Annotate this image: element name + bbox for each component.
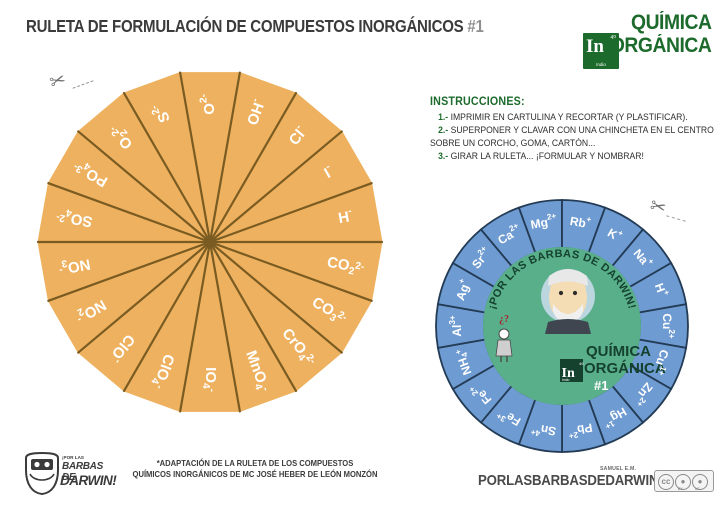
- instruction-number-2: 2.-: [438, 125, 449, 136]
- anion-spoke: [208, 240, 343, 354]
- cc-icon: cc: [658, 474, 674, 490]
- cc-nc-label: NC: [695, 487, 700, 491]
- creative-commons-badge: cc ● ● BY NC: [654, 470, 714, 492]
- anion-spoke: [179, 71, 212, 244]
- instruction-text-2: SUPERPONER Y CLAVAR CON UNA CHINCHETA EN…: [450, 125, 714, 136]
- instruction-item-3: 3.- GIRAR LA RULETA... ¡FORMULAR Y NOMBR…: [430, 150, 691, 163]
- darwin-logo-line1: ¡POR LAS: [62, 455, 84, 460]
- anion-wheel[interactable]: CO22- CO32- CrO42- MnO4- IO4- ClO4- ClO- NO2- NO…: [20, 52, 420, 452]
- anion-label: H-: [336, 205, 353, 227]
- anion-wheel-hub: [205, 237, 215, 247]
- anion-label: O2-: [198, 94, 218, 115]
- center-element-number: 49: [579, 361, 584, 366]
- anion-spoke: [208, 240, 373, 302]
- instruction-number-3: 3.-: [438, 151, 449, 162]
- center-element-symbol: In: [562, 366, 575, 381]
- cc-by-label: BY: [678, 487, 683, 491]
- scientist-icon: ¿?: [495, 314, 513, 362]
- center-brand-quimica: QUÍMICA: [586, 343, 651, 360]
- instructions-title: INSTRUCCIONES:: [430, 96, 525, 108]
- cation-label: Cu2+: [660, 313, 676, 339]
- cation-wheel[interactable]: ¡POR LAS BARBAS DE DARWIN! ¿? QUÍMICA ORGÁN…: [432, 196, 692, 456]
- anion-spoke: [208, 240, 298, 393]
- cc-by-icon: ●: [675, 474, 691, 490]
- brand-logo: 49 In Indio QUÍMICA ORGÁNICA: [583, 11, 712, 69]
- adaptation-note: *ADAPTACIÓN DE LA RULETA DE LOS COMPUEST…: [129, 458, 380, 480]
- anion-label: SO42-: [55, 205, 94, 230]
- website-url[interactable]: PORLASBARBASDEDARWIN.COM: [478, 472, 693, 489]
- anion-spoke: [208, 71, 241, 244]
- anion-label: CO22-: [325, 254, 365, 279]
- cation-label: Mg2+: [529, 211, 558, 231]
- instructions-block: INSTRUCCIONES: 1.- IMPRIMIR EN CARTULINA…: [430, 96, 720, 163]
- anion-wheel-svg[interactable]: CO22-CO32-CrO42-MnO4-IO4-ClO4-ClO-NO2-NO…: [20, 52, 420, 452]
- instruction-item-2: 2.- SUPERPONER Y CLAVAR CON UNA CHINCHET…: [430, 124, 714, 137]
- darwin-portrait-icon: [541, 269, 595, 334]
- anion-spoke: [179, 240, 212, 413]
- cation-label: Cu1+: [650, 348, 674, 377]
- anion-label: IO4-: [200, 367, 219, 392]
- cation-label: Ca2+: [494, 221, 524, 247]
- author-credit: SAMUEL E.M.: [600, 466, 637, 472]
- anion-spoke: [208, 182, 373, 244]
- center-number: #1: [594, 378, 608, 393]
- anion-spoke: [208, 130, 343, 244]
- cation-label: Ag+: [451, 277, 473, 302]
- page-title: RULETA DE FORMULACIÓN DE COMPUESTOS INOR…: [26, 16, 484, 37]
- brand-organica: ORGÁNICA: [609, 34, 711, 57]
- anion-spoke: [122, 91, 212, 244]
- anion-spoke: [122, 240, 212, 393]
- darwin-logo: ¡POR LAS BARBAS DE DARWIN!: [22, 451, 118, 498]
- element-name: Indio: [596, 62, 606, 67]
- element-box-in: 49 In Indio: [583, 33, 619, 69]
- center-element-name: Indio: [562, 378, 569, 382]
- anion-label: NO3-: [57, 253, 91, 277]
- darwin-face-icon: [25, 451, 59, 496]
- instruction-text-1: IMPRIMIR EN CARTULINA Y RECORTAR (Y PLAS…: [450, 112, 688, 123]
- brand-quimica: QUÍMICA: [630, 11, 712, 34]
- instruction-text-2-cont: SOBRE UN CORCHO, GOMA, CARTÓN...: [430, 138, 596, 149]
- cation-wheel-svg[interactable]: ¡POR LAS BARBAS DE DARWIN!¿?QUÍMICAORGÁN…: [432, 196, 692, 456]
- adaptation-line-2: QUÍMICOS INORGÁNICOS DE MC JOSÉ HEBER DE…: [132, 470, 378, 479]
- cation-label: Rb+: [569, 212, 592, 231]
- anion-spoke: [47, 240, 212, 302]
- cation-label: Hg1+: [600, 404, 630, 431]
- anion-label: S2-: [149, 101, 174, 126]
- anion-spoke: [77, 240, 212, 354]
- instruction-item-2-cont: SOBRE UN CORCHO, GOMA, CARTÓN...: [430, 137, 691, 150]
- cation-label: NH4+: [452, 346, 476, 377]
- cation-label: Pb2+: [567, 420, 594, 440]
- cation-label: Al3+: [448, 315, 464, 337]
- anion-spoke: [208, 91, 298, 244]
- cation-label: H+: [652, 281, 672, 299]
- page-title-text: RULETA DE FORMULACIÓN DE COMPUESTOS INOR…: [26, 16, 464, 36]
- darwin-logo-line3: DARWIN!: [60, 473, 117, 488]
- anion-spoke: [208, 240, 241, 413]
- page-title-number: #1: [467, 16, 484, 36]
- center-element-box: [560, 359, 583, 382]
- anion-spoke: [47, 182, 212, 244]
- instruction-item-1: 1.- IMPRIMIR EN CARTULINA Y RECORTAR (Y …: [430, 111, 691, 124]
- element-number: 49: [610, 35, 616, 41]
- anion-spoke: [77, 130, 212, 244]
- cc-nc-icon: ●: [692, 474, 708, 490]
- svg-text:¿?: ¿?: [499, 314, 509, 325]
- instruction-text-3: GIRAR LA RULETA... ¡FORMULAR Y NOMBRAR!: [450, 151, 644, 162]
- element-symbol: In: [586, 36, 604, 57]
- cation-label: Sn4+: [530, 420, 557, 440]
- center-brand-organica: ORGÁNICA: [584, 360, 666, 377]
- darwin-logo-line2: BARBAS DE: [62, 461, 103, 483]
- adaptation-line-1: *ADAPTACIÓN DE LA RULETA DE LOS COMPUEST…: [156, 459, 354, 468]
- anion-label: OH-: [242, 97, 269, 128]
- cation-label: Fe3+: [495, 405, 523, 431]
- instruction-number-1: 1.-: [438, 112, 449, 123]
